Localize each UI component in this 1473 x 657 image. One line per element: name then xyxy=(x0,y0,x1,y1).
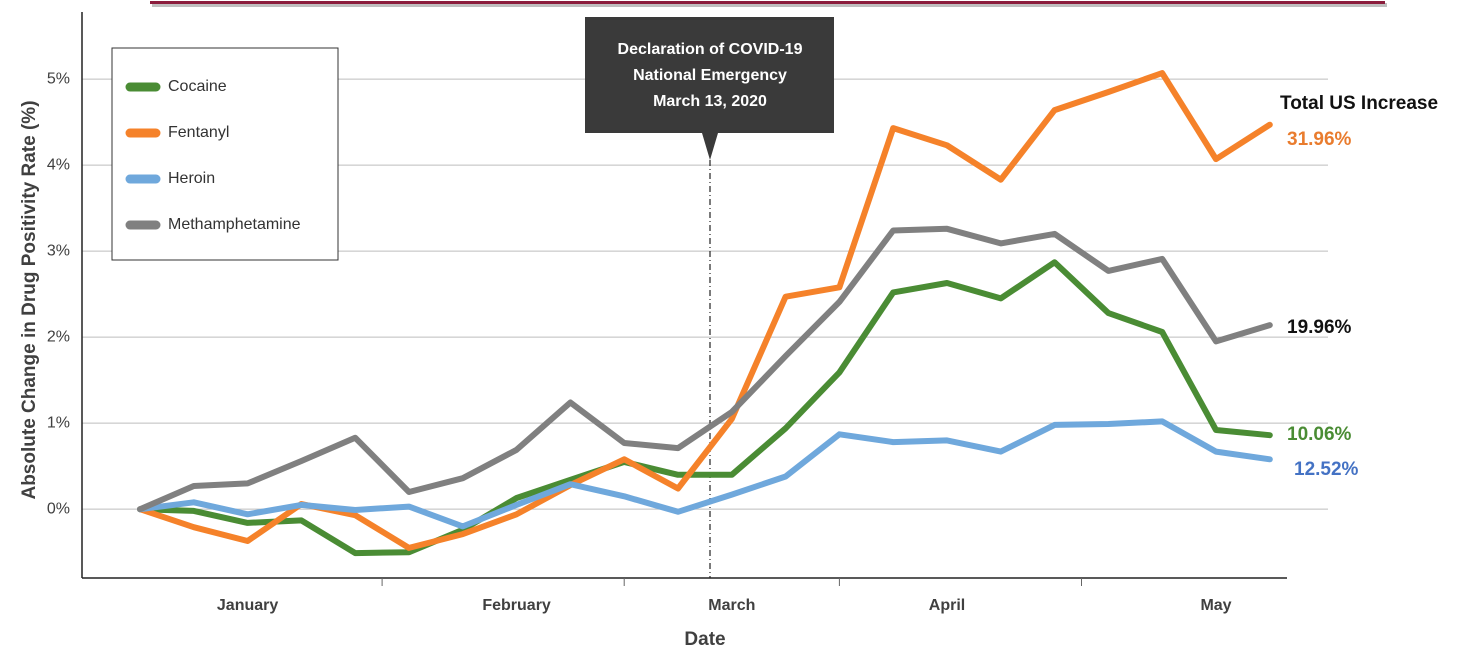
end-label: 19.96% xyxy=(1287,317,1352,338)
x-tick-label: March xyxy=(708,597,755,614)
y-tick-label: 4% xyxy=(47,156,70,173)
annotation-box xyxy=(585,17,834,160)
banner-line xyxy=(150,1,1385,4)
y-tick-label: 1% xyxy=(47,414,70,431)
x-tick-label: May xyxy=(1200,597,1231,614)
y-tick-label: 3% xyxy=(47,242,70,259)
y-tick-label: 5% xyxy=(47,70,70,87)
x-tick-label: February xyxy=(482,597,551,614)
end-label: 31.96% xyxy=(1287,129,1352,150)
x-tick-label: April xyxy=(929,597,965,614)
end-label: 10.06% xyxy=(1287,424,1352,445)
y-tick-label: 0% xyxy=(47,500,70,517)
annotation-text: Declaration of COVID-19 xyxy=(618,41,803,58)
x-axis-label: Date xyxy=(684,629,725,650)
end-title: Total US Increase xyxy=(1280,93,1438,114)
y-axis-label: Absolute Change in Drug Positivity Rate … xyxy=(19,100,40,499)
legend-label: Fentanyl xyxy=(168,124,229,141)
end-label: 12.52% xyxy=(1294,459,1359,480)
legend-label: Heroin xyxy=(168,170,215,187)
series-line xyxy=(137,418,1273,530)
legend-label: Cocaine xyxy=(168,78,227,95)
banner-shadow xyxy=(152,3,1387,7)
annotation-text: March 13, 2020 xyxy=(653,93,767,110)
x-tick-label: January xyxy=(217,597,278,614)
series-line xyxy=(137,225,1273,513)
y-tick-label: 2% xyxy=(47,328,70,345)
legend-label: Methamphetamine xyxy=(168,216,301,233)
series-line xyxy=(137,259,1273,557)
annotation-text: National Emergency xyxy=(633,67,787,84)
